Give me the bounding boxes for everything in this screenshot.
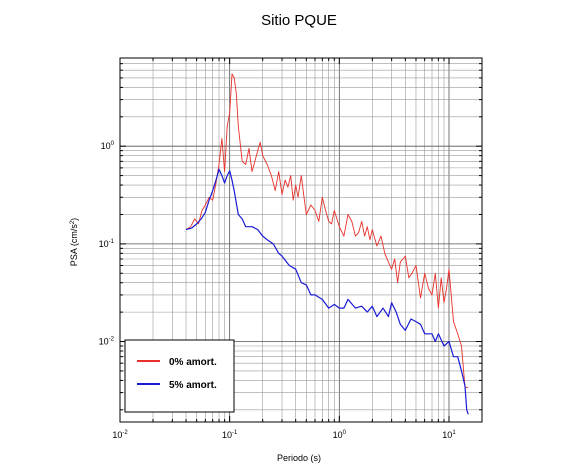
x-tick-label: 100	[333, 430, 347, 440]
y-tick-label-base: 10	[99, 239, 109, 249]
x-tick-label: 10-1	[222, 430, 238, 440]
x-tick-label-exp: 0	[343, 430, 347, 436]
x-tick-label: 101	[442, 430, 456, 440]
x-tick-label-base: 10	[222, 430, 232, 440]
y-tick-label-exp: 0	[111, 141, 115, 147]
y-axis-label: PSA (cm/s2)	[69, 218, 79, 266]
x-axis-label: Periodo (s)	[277, 453, 321, 463]
legend-box	[124, 339, 235, 413]
grid	[119, 57, 483, 422]
x-tick-label-exp: -1	[232, 430, 238, 436]
y-axis-label-main: PSA (cm/s	[69, 224, 79, 267]
y-tick-label-exp: -2	[109, 337, 115, 343]
legend-label-1: 5% amort.	[169, 380, 217, 391]
y-axis-label-sup: 2	[70, 220, 76, 224]
y-tick-label-exp: -1	[109, 239, 115, 245]
x-tick-label-base: 10	[333, 430, 343, 440]
y-axis-label-end: )	[69, 218, 79, 221]
series-line-1	[185, 168, 469, 415]
x-tick-label-exp: -2	[122, 430, 128, 436]
legend: 0% amort. 5% amort.	[124, 339, 235, 413]
chart-title: Sitio PQUE	[261, 12, 337, 29]
legend-label-0: 0% amort.	[169, 357, 217, 368]
y-tick-label: 10-1	[99, 239, 115, 249]
x-tick-label: 10-2	[112, 430, 128, 440]
x-tick-label-base: 10	[442, 430, 452, 440]
series-layer	[185, 73, 469, 415]
y-tick-label: 10-2	[99, 337, 115, 347]
plot-frame	[119, 57, 483, 423]
x-tick-label-exp: 1	[452, 430, 456, 436]
x-tick-label-base: 10	[112, 430, 122, 440]
y-tick-label-base: 10	[101, 141, 111, 151]
y-tick-label-base: 10	[99, 337, 109, 347]
series-line-0	[185, 73, 469, 388]
y-tick-label: 100	[101, 141, 115, 151]
